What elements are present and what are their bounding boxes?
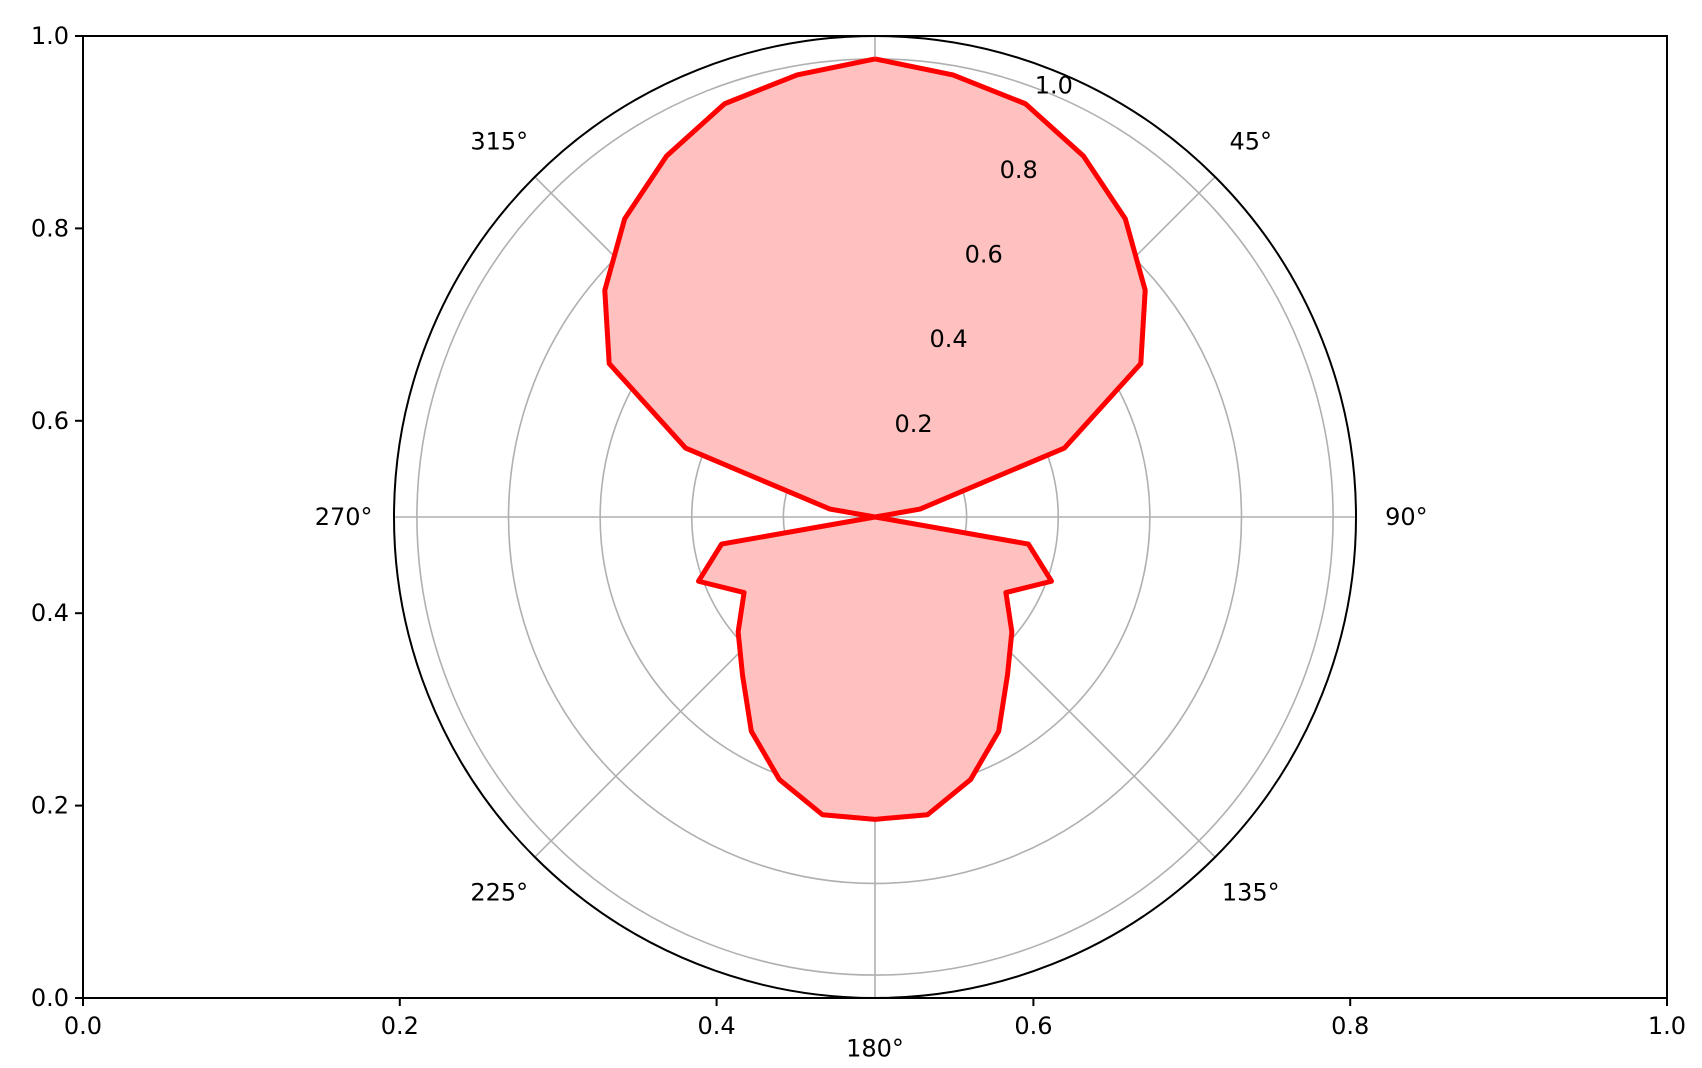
y-tick-label: 0.0 [31, 984, 69, 1012]
theta-tick-label: 135° [1222, 879, 1280, 907]
x-tick-label: 0.2 [381, 1012, 419, 1040]
y-tick-label: 0.2 [31, 792, 69, 820]
r-tick-label: 0.2 [894, 410, 932, 438]
theta-tick-label: 90° [1385, 503, 1428, 531]
theta-tick-label: 315° [470, 127, 528, 155]
r-tick-label: 0.4 [930, 325, 968, 353]
x-tick-label: 0.8 [1331, 1012, 1369, 1040]
y-tick-label: 1.0 [31, 22, 69, 50]
r-tick-label: 0.8 [1000, 156, 1038, 184]
axes-frame [82, 35, 1668, 999]
r-tick-label: 1.0 [1035, 71, 1073, 99]
series-line [602, 56, 1148, 822]
theta-tick-label: 225° [470, 879, 528, 907]
r-tick-label: 0.6 [965, 241, 1003, 269]
theta-tick-label: 180° [846, 1034, 904, 1062]
theta-tick-label: 270° [315, 503, 373, 531]
y-tick-label: 0.6 [31, 407, 69, 435]
x-tick-label: 0.6 [1014, 1012, 1052, 1040]
x-tick-label: 0.0 [64, 1012, 102, 1040]
y-tick-label: 0.8 [31, 214, 69, 242]
x-tick-label: 1.0 [1648, 1012, 1686, 1040]
x-tick-label: 0.4 [698, 1012, 736, 1040]
polar-axes: 0°45°90°135°180°225°270°315°0.20.40.60.8… [315, 35, 1428, 1062]
theta-tick-label: 45° [1229, 127, 1272, 155]
y-tick-label: 0.4 [31, 599, 69, 627]
cartesian-axes: 0.0 0.2 0.4 0.6 0.8 1.0 0.0 0.2 0.4 0.6 0.8 1.0 [31, 22, 1686, 1040]
